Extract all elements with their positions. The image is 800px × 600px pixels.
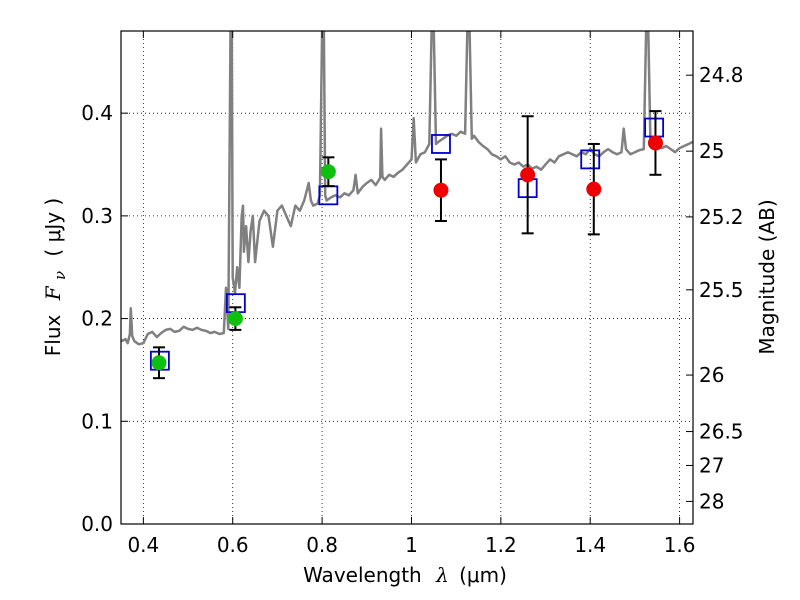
model-square-marker — [431, 134, 451, 154]
mag-tick-label: 25 — [699, 139, 724, 163]
y-tick-label: 0.3 — [81, 204, 113, 228]
model-square-marker — [580, 149, 601, 170]
mag-tick-label: 24.8 — [699, 63, 744, 87]
x-axis-label-symbol: λ — [435, 563, 449, 587]
y-tick-label: 0.1 — [81, 409, 113, 433]
x-tick-label: 1.4 — [574, 533, 606, 557]
mag-tick-label: 27 — [699, 453, 724, 477]
x-axis-label: Wavelength λ (μm) — [303, 563, 507, 587]
red-data-point — [647, 135, 663, 151]
photometry-points-layer — [149, 110, 665, 380]
y-axis-label-symbol: F — [41, 285, 65, 301]
grid-lines — [121, 31, 693, 524]
mag-tick-label: 25.5 — [699, 278, 744, 302]
right-axis-label: Magnitude (AB) — [755, 199, 779, 354]
y-axis-label-prefix: Flux — [41, 314, 65, 356]
mag-tick-label: 25.2 — [699, 205, 744, 229]
y-tick-label: 0.2 — [81, 307, 113, 331]
y-tick-label: 0.0 — [81, 512, 113, 536]
axis-ticks: 0.4 0.6 0.8 1 1.2 1.4 1.6 0.0 0.1 0.2 0.3 0.4 24.8 25… — [81, 31, 744, 557]
green-data-point — [151, 355, 167, 371]
y-axis-label-subscript: ν — [51, 271, 69, 280]
x-tick-label: 0.8 — [306, 533, 338, 557]
red-data-point — [433, 182, 449, 198]
x-tick-label: 1 — [405, 533, 418, 557]
y-axis-label: Flux F ν ( μJy ) — [41, 198, 70, 356]
plot-background — [121, 31, 693, 524]
green-data-point — [227, 311, 243, 327]
red-data-point — [586, 181, 602, 197]
x-axis-label-units: (μm) — [459, 563, 507, 587]
x-axis-label-prefix: Wavelength — [303, 563, 422, 587]
red-data-point — [520, 167, 536, 183]
y-tick-label: 0.4 — [81, 101, 113, 125]
green-data-point — [320, 164, 336, 180]
mag-tick-label: 26 — [699, 363, 724, 387]
x-tick-label: 0.4 — [127, 533, 159, 557]
mag-tick-label: 26.5 — [699, 420, 744, 444]
y-axis-label-units: ( μJy ) — [41, 198, 65, 257]
mag-tick-label: 28 — [699, 489, 724, 513]
x-tick-label: 1.6 — [664, 533, 696, 557]
x-tick-label: 0.6 — [217, 533, 249, 557]
plot-frame — [120, 30, 694, 525]
x-tick-label: 1.2 — [485, 533, 517, 557]
